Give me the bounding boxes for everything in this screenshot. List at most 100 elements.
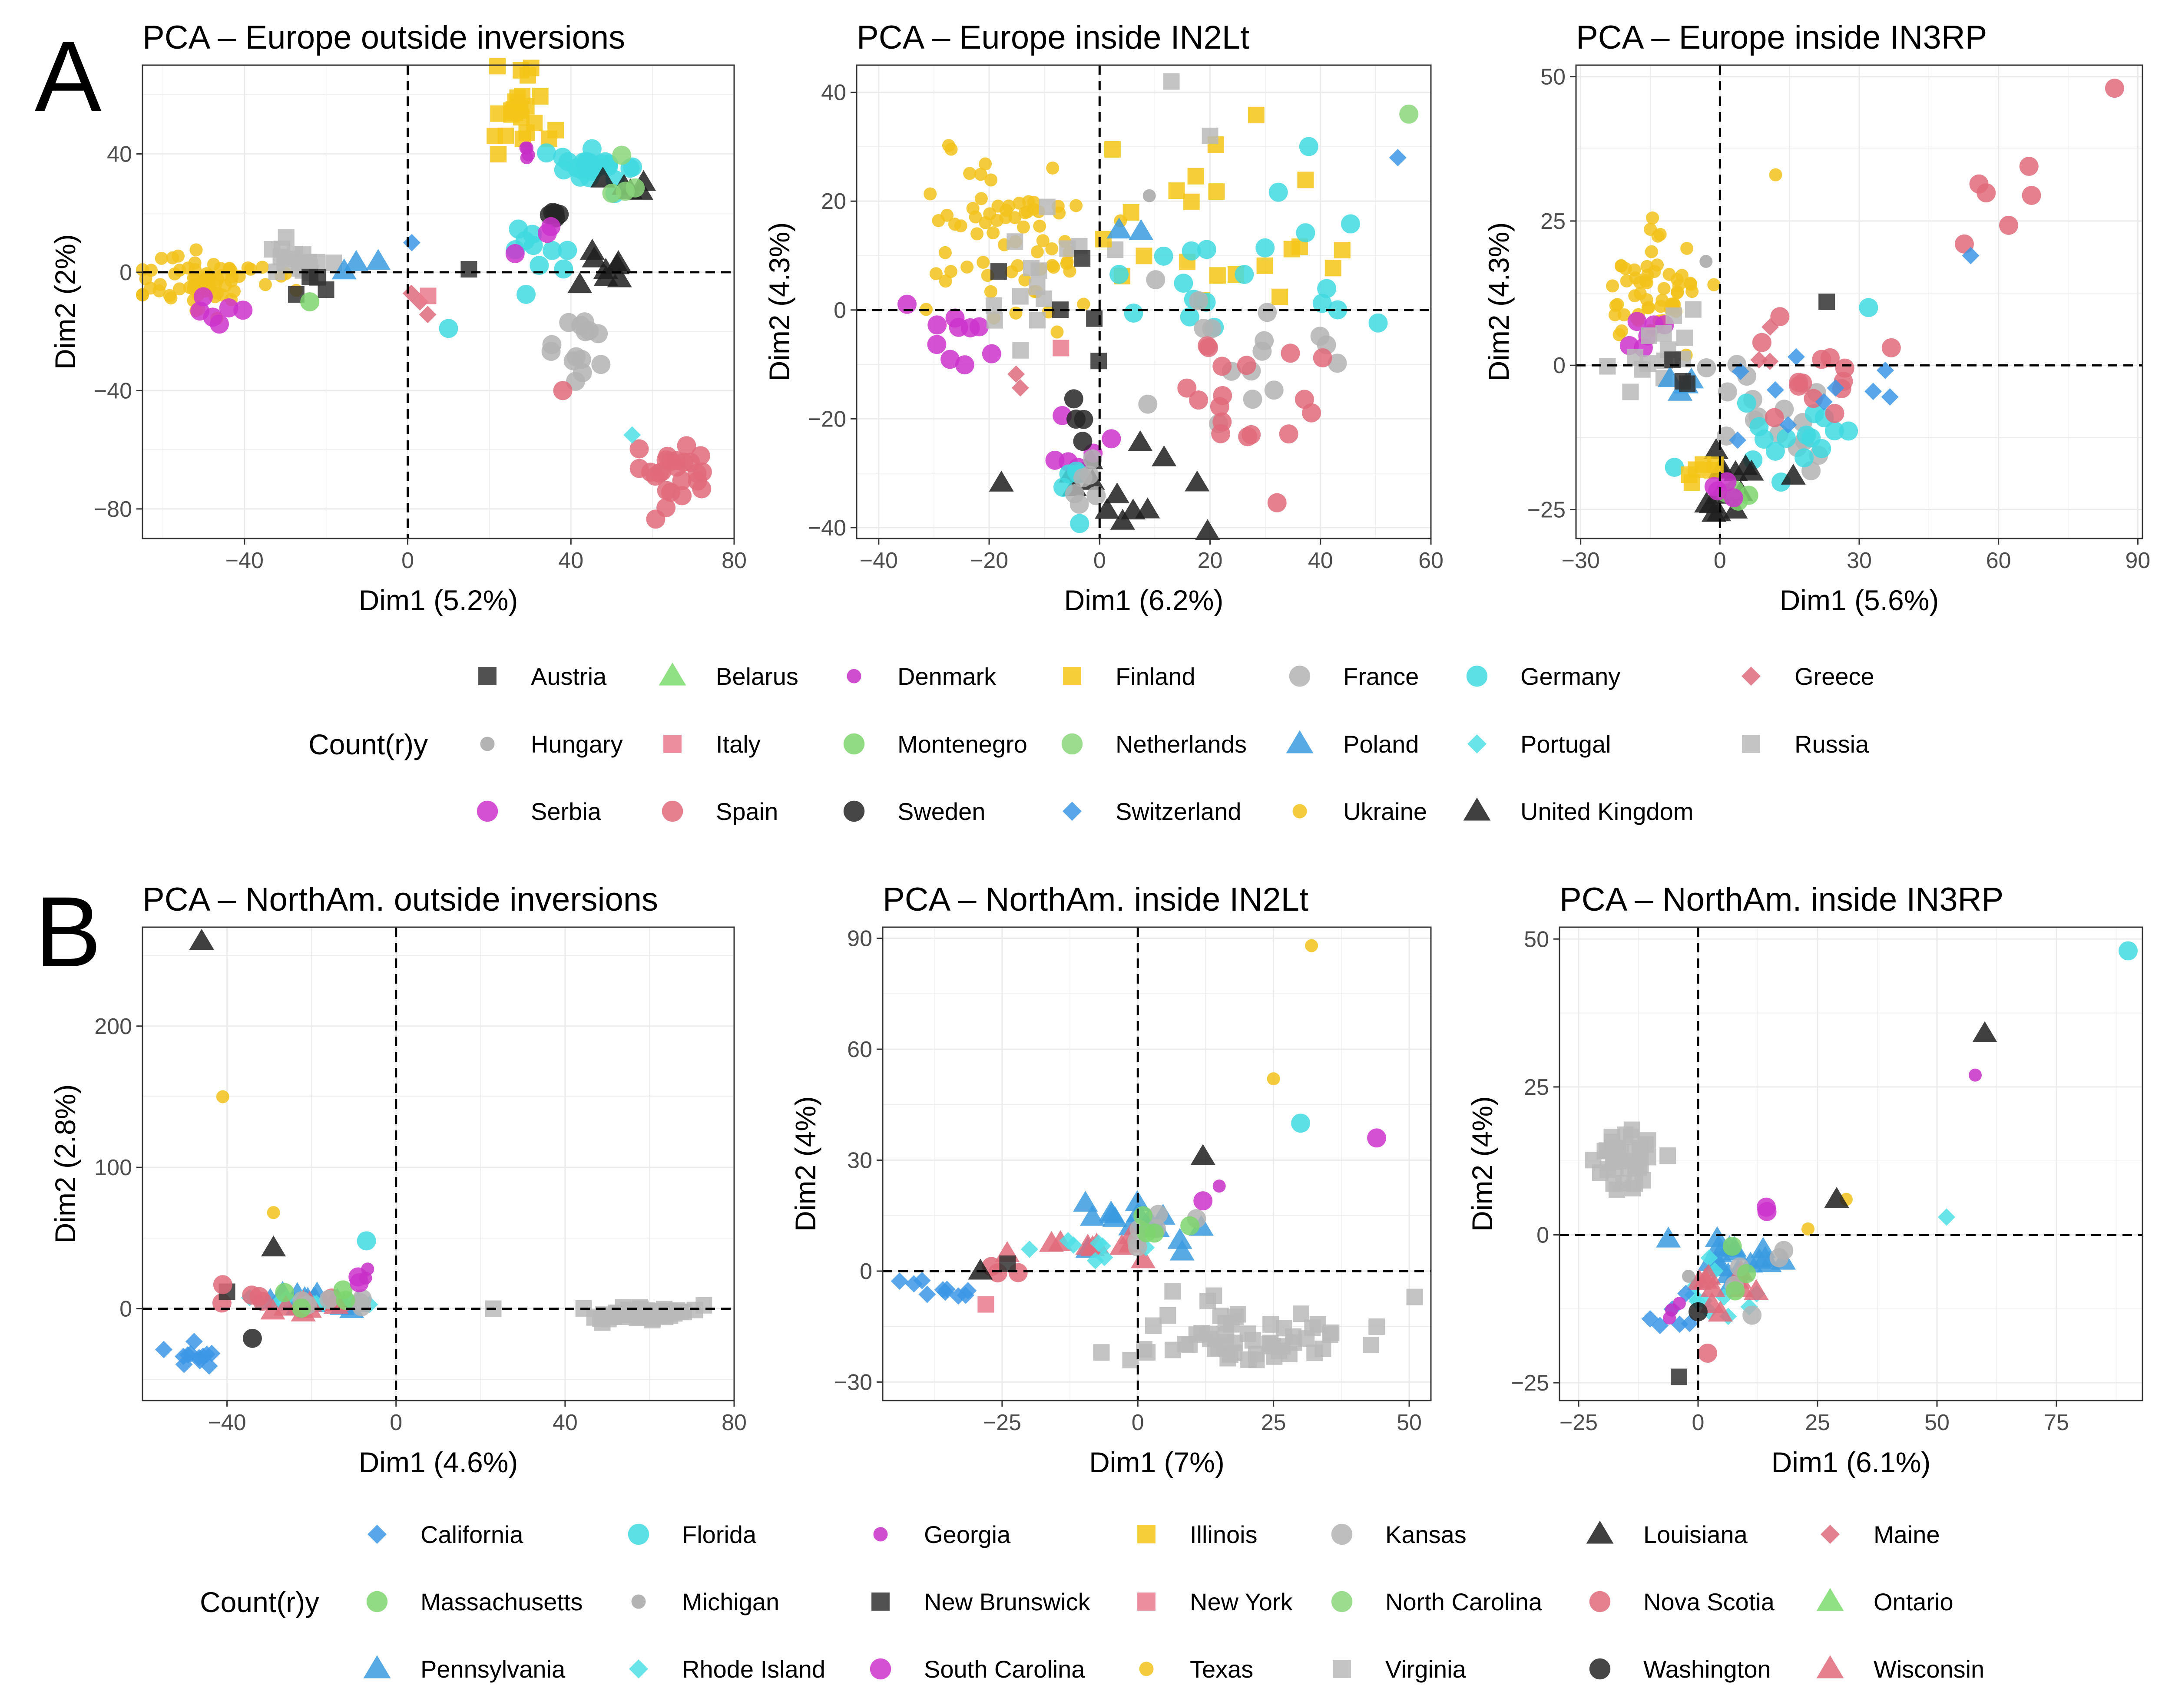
data-point-massachusetts xyxy=(1180,1216,1200,1236)
legend-key-wisconsin xyxy=(1816,1655,1844,1678)
y-tick-label: −25 xyxy=(1511,1371,1549,1396)
legend-item-south-carolina: South Carolina xyxy=(870,1655,1085,1683)
legend-key-ukraine xyxy=(1292,804,1307,819)
legend-item-north-carolina: North Carolina xyxy=(1331,1588,1543,1615)
x-tick-label: 80 xyxy=(722,1410,747,1435)
data-point-ukraine xyxy=(954,219,967,233)
y-tick-label: −30 xyxy=(834,1370,872,1395)
legend-key-germany xyxy=(1466,665,1488,687)
data-point-austria xyxy=(460,261,477,278)
data-point-spain xyxy=(1238,427,1258,446)
legend-item-florida: Florida xyxy=(628,1521,757,1548)
data-point-ukraine xyxy=(979,157,992,171)
data-point-russia xyxy=(1030,262,1047,279)
data-point-france xyxy=(591,355,611,374)
legend-label: North Carolina xyxy=(1385,1588,1543,1615)
data-point-united-kingdom xyxy=(567,272,593,294)
data-point-austria xyxy=(1074,250,1091,267)
data-point-germany xyxy=(530,256,549,275)
plots-layer: −40 0 40 80 −80 −40 0 40 PCA – Europe outside in… xyxy=(49,19,2150,1478)
data-point-france xyxy=(1138,394,1158,414)
legend-north-america: Count(r)y California Florida Georgia Illinoi… xyxy=(200,1520,1984,1683)
data-point-germany xyxy=(439,319,458,338)
data-point-virginia xyxy=(1626,1143,1643,1160)
data-point-finland xyxy=(532,88,549,105)
pca-panel-2: −40 −20 0 20 40 60 −40 −20 0 20 40 PCA – Europe ins… xyxy=(763,19,1444,616)
y-tick-label: −25 xyxy=(1527,498,1566,523)
data-point-spain xyxy=(1189,390,1209,410)
data-point-ukraine xyxy=(1046,161,1060,175)
data-point-ukraine xyxy=(1609,299,1622,312)
legend-item-russia: Russia xyxy=(1742,730,1869,758)
legend-key-washington xyxy=(1589,1658,1611,1680)
data-point-pennsylvania xyxy=(1073,1191,1098,1212)
panel-title: PCA – Europe outside inversions xyxy=(142,19,625,56)
data-point-nova-scotia xyxy=(1698,1344,1717,1363)
legend-key-italy xyxy=(663,735,682,753)
y-tick-label: 200 xyxy=(94,1014,132,1039)
legend-item-greece: Greece xyxy=(1742,663,1874,690)
data-point-pennsylvania xyxy=(1704,1249,1729,1271)
data-point-portugal xyxy=(623,426,641,444)
data-point-california xyxy=(155,1341,173,1358)
legend-label: Nova Scotia xyxy=(1643,1588,1775,1615)
data-point-finland xyxy=(1297,172,1314,188)
y-tick-label: 90 xyxy=(847,926,872,951)
data-point-california xyxy=(175,1348,192,1365)
panel-letter-a: A xyxy=(35,20,101,132)
legend-item-michigan: Michigan xyxy=(631,1588,779,1615)
data-point-germany xyxy=(596,152,615,172)
data-point-ukraine xyxy=(932,214,945,227)
data-point-california xyxy=(918,1285,936,1303)
x-tick-label: 0 xyxy=(1692,1410,1705,1435)
data-point-serbia xyxy=(927,335,947,354)
data-point-germany xyxy=(1804,404,1824,423)
legend-item-ontario: Ontario xyxy=(1816,1588,1953,1615)
x-tick-label: 40 xyxy=(1308,548,1333,573)
data-point-ukraine xyxy=(1060,257,1073,271)
data-point-united-kingdom xyxy=(1095,498,1120,519)
legend-key-montenegro xyxy=(843,733,865,755)
data-point-new-brunswick xyxy=(999,1255,1016,1272)
legend-label: Greece xyxy=(1795,663,1874,690)
data-point-serbia xyxy=(219,298,238,317)
legend-label: Florida xyxy=(682,1521,757,1548)
data-point-louisiana xyxy=(1190,1144,1215,1165)
legend-label: Montenegro xyxy=(897,730,1027,758)
legend-key-louisiana xyxy=(1586,1520,1614,1544)
data-point-ukraine xyxy=(155,251,168,265)
data-point-united-kingdom xyxy=(1703,438,1729,459)
y-tick-label: 40 xyxy=(107,142,132,167)
data-point-ukraine xyxy=(984,285,997,298)
data-point-south-carolina xyxy=(1367,1128,1387,1148)
data-point-spain xyxy=(629,439,649,459)
data-point-germany xyxy=(517,284,536,304)
y-tick-label: 30 xyxy=(847,1148,872,1173)
legend-label: Ukraine xyxy=(1343,798,1427,825)
legend-item-georgia: Georgia xyxy=(873,1521,1011,1548)
data-point-russia xyxy=(1665,307,1682,324)
data-point-russia xyxy=(1029,279,1046,296)
data-point-germany xyxy=(554,259,573,279)
data-point-serbia xyxy=(1627,312,1647,331)
panel-title: PCA – Europe inside IN3RP xyxy=(1576,19,1987,56)
x-tick-label: 75 xyxy=(2044,1410,2069,1435)
data-points xyxy=(1585,941,2138,1385)
data-point-germany xyxy=(1070,514,1089,533)
y-tick-label: 100 xyxy=(94,1155,132,1180)
data-point-ukraine xyxy=(1002,199,1016,213)
data-point-spain xyxy=(691,446,710,466)
data-point-virginia xyxy=(1368,1318,1385,1335)
data-point-spain xyxy=(1770,307,1790,327)
data-point-virginia xyxy=(1093,1344,1110,1361)
y-axis-label: Dim2 (4%) xyxy=(789,1096,821,1232)
data-point-spain xyxy=(1825,403,1844,423)
x-tick-label: 90 xyxy=(2125,548,2150,573)
legend-item-belarus: Belarus xyxy=(659,662,798,690)
data-point-spain xyxy=(1199,338,1218,357)
data-point-ukraine xyxy=(1069,199,1083,212)
data-point-france xyxy=(1146,270,1165,290)
data-point-switzerland xyxy=(1962,247,1980,264)
legend-label: Ontario xyxy=(1874,1588,1953,1615)
x-tick-label: −20 xyxy=(970,548,1008,573)
